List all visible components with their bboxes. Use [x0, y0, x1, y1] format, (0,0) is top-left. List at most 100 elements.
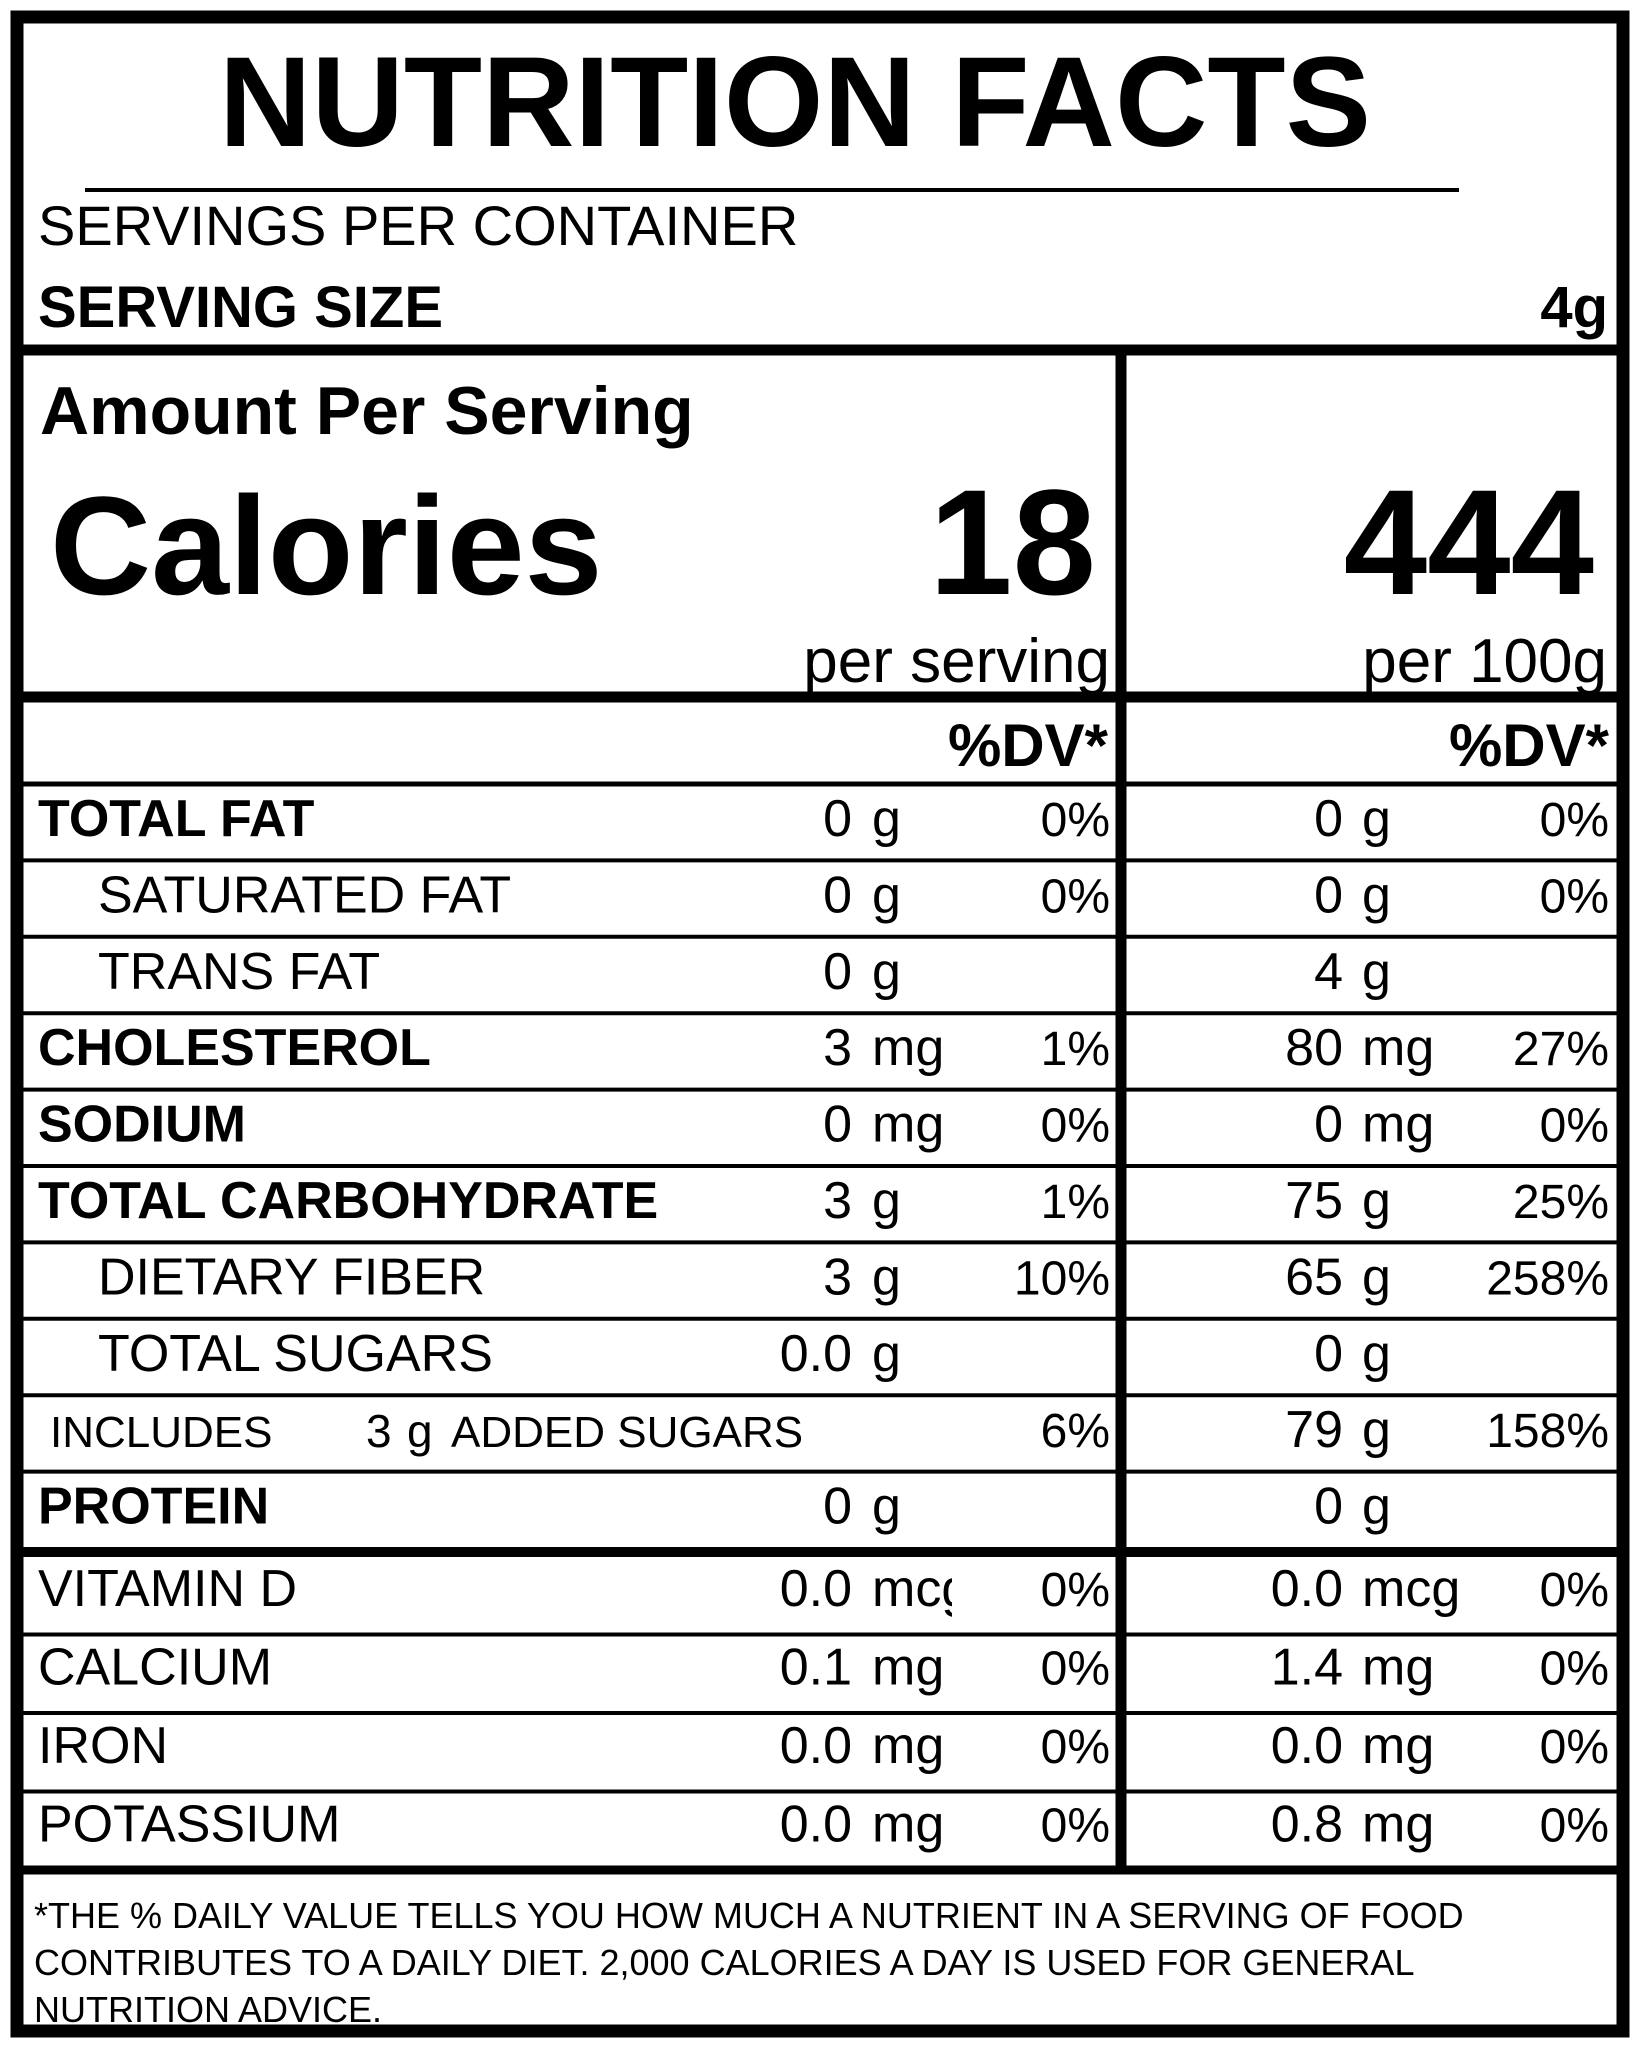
unit: g [1362, 790, 1391, 848]
daily-value: 0% [1041, 1564, 1110, 1617]
daily-value: 0% [1540, 794, 1609, 847]
nutrient-name: CALCIUM [38, 1638, 272, 1696]
unit: g [872, 1478, 901, 1536]
nutrient-name: POTASSIUM [38, 1795, 340, 1853]
amount: 80 [1285, 1019, 1343, 1077]
daily-value: 0% [1041, 1721, 1110, 1774]
unit: g [1362, 1172, 1391, 1230]
amount: 65 [1285, 1248, 1343, 1306]
unit: mg [872, 1096, 944, 1154]
unit: g [872, 1248, 901, 1306]
nutrient-name: TOTAL SUGARS [98, 1325, 493, 1383]
unit: mg [872, 1795, 944, 1853]
unit: g [872, 866, 901, 924]
amount: 3 [823, 1248, 852, 1306]
footnote: *THE % DAILY VALUE TELLS YOU HOW MUCH A … [34, 1895, 1464, 1936]
calories-100g: 444 [1344, 458, 1594, 626]
amount: 0.1 [780, 1638, 852, 1696]
daily-value: 0% [1540, 1564, 1609, 1617]
amount: 0 [823, 1096, 852, 1154]
amount: 0.0 [780, 1560, 852, 1618]
amount: 0 [1314, 1096, 1343, 1154]
amount: 3 [366, 1405, 392, 1457]
nutrient-name: TOTAL CARBOHYDRATE [38, 1172, 658, 1230]
dv-header: %DV* [948, 712, 1109, 779]
unit: g [872, 790, 901, 848]
daily-value: 1% [1041, 1023, 1110, 1076]
daily-value: 0% [1041, 794, 1110, 847]
daily-value: 0% [1540, 870, 1609, 923]
amount: 0.0 [780, 1717, 852, 1775]
daily-value: 0% [1540, 1799, 1609, 1852]
added-label: ADDED SUGARS [451, 1408, 803, 1457]
amount: 0 [823, 943, 852, 1001]
daily-value: 25% [1513, 1176, 1609, 1229]
unit: g [1362, 1478, 1391, 1536]
servings-label: SERVINGS PER CONTAINER [38, 194, 798, 257]
daily-value: 0% [1041, 1799, 1110, 1852]
unit: mg [1362, 1019, 1434, 1077]
unit: g [872, 1172, 901, 1230]
unit: g [872, 1325, 901, 1383]
serving-size-label: SERVING SIZE [38, 275, 443, 340]
nutrient-name: VITAMIN D [38, 1560, 297, 1618]
amount: 3 [823, 1172, 852, 1230]
unit: mcg [872, 1560, 970, 1618]
nutrient-name: SODIUM [38, 1096, 246, 1154]
outer-border [10, 10, 1630, 2038]
unit: mg [872, 1638, 944, 1696]
unit: mg [1362, 1795, 1434, 1853]
unit: mg [1362, 1717, 1434, 1775]
amount: 0 [1314, 790, 1343, 848]
amount: 0 [823, 790, 852, 848]
unit: g [1362, 1401, 1391, 1459]
nutrient-name: INCLUDES [50, 1408, 273, 1457]
amount: 0 [1314, 1478, 1343, 1536]
unit: mg [872, 1019, 944, 1077]
nutrient-name: TOTAL FAT [38, 790, 315, 848]
amount: 0.0 [780, 1795, 852, 1853]
unit: g [1362, 1248, 1391, 1306]
nutrient-name: SATURATED FAT [98, 866, 511, 924]
calories-label: Calories [50, 467, 602, 624]
daily-value: 10% [1014, 1252, 1110, 1305]
calories-serving: 18 [929, 458, 1096, 626]
unit: g [1362, 1325, 1391, 1383]
amount: 0.0 [1271, 1560, 1343, 1618]
nutrient-name: TRANS FAT [98, 943, 380, 1001]
amount: 3 [823, 1019, 852, 1077]
unit: mcg [1362, 1560, 1460, 1618]
amount: 79 [1285, 1401, 1343, 1459]
daily-value: 1% [1041, 1176, 1110, 1229]
amount: 1.4 [1271, 1638, 1343, 1696]
footnote: CONTRIBUTES TO A DAILY DIET. 2,000 CALOR… [34, 1942, 1414, 1983]
amount: 75 [1285, 1172, 1343, 1230]
unit: g [872, 943, 901, 1001]
dv-header: %DV* [1449, 712, 1610, 779]
daily-value: 258% [1486, 1252, 1609, 1305]
unit: mg [872, 1717, 944, 1775]
unit: g [1362, 943, 1391, 1001]
daily-value: 158% [1486, 1405, 1609, 1458]
unit: mg [1362, 1096, 1434, 1154]
daily-value: 0% [1540, 1721, 1609, 1774]
nutrient-name: IRON [38, 1717, 168, 1775]
amount-per-serving: Amount Per Serving [40, 373, 694, 449]
nutrient-name: DIETARY FIBER [98, 1248, 485, 1306]
amount: 0 [1314, 866, 1343, 924]
nutrient-name: PROTEIN [38, 1478, 269, 1536]
daily-value: 0% [1041, 870, 1110, 923]
title: NUTRITION FACTS [219, 31, 1371, 174]
per-serving-label: per serving [803, 627, 1110, 696]
amount: 0 [823, 866, 852, 924]
unit: mg [1362, 1638, 1434, 1696]
serving-size: 4g [1540, 275, 1608, 340]
daily-value: 6% [1041, 1405, 1110, 1458]
daily-value: 0% [1540, 1642, 1609, 1695]
unit: g [407, 1405, 433, 1457]
footnote: NUTRITION ADVICE. [34, 1989, 382, 2030]
amount: 0.8 [1271, 1795, 1343, 1853]
nutrient-name: CHOLESTEROL [38, 1019, 431, 1077]
